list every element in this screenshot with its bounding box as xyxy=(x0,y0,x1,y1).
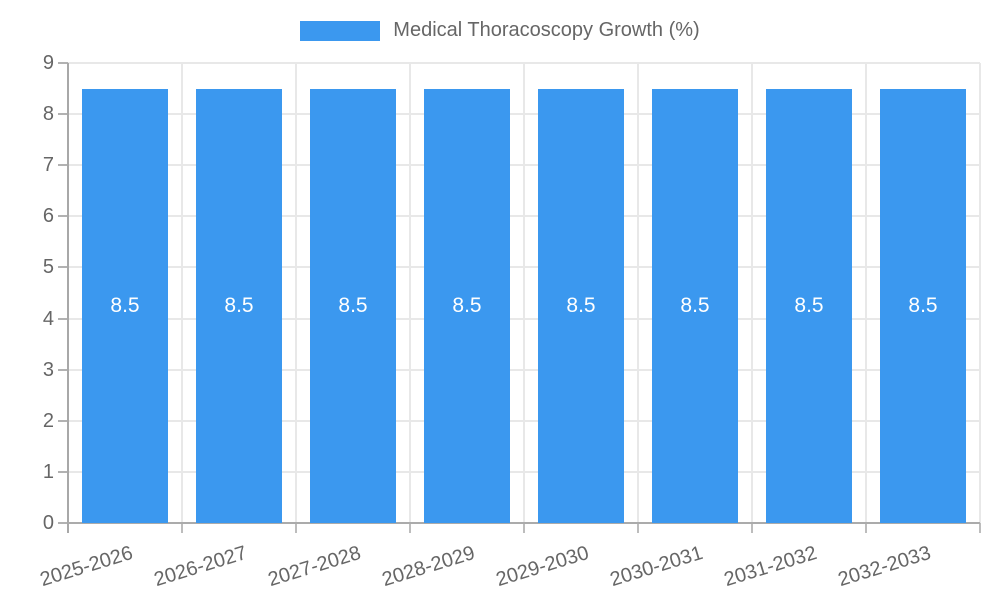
y-tick-label: 2 xyxy=(42,409,54,432)
bar[interactable]: 8.5 xyxy=(424,88,510,523)
x-tick-mark xyxy=(523,523,525,533)
x-tick-mark xyxy=(637,523,639,533)
bar-value-label: 8.5 xyxy=(794,293,824,317)
x-tick-mark xyxy=(979,523,981,533)
bar-value-label: 8.5 xyxy=(110,293,140,317)
legend-swatch[interactable] xyxy=(300,20,381,41)
y-tick-mark xyxy=(58,368,68,371)
x-tick-mark xyxy=(409,523,411,533)
y-tick-label: 5 xyxy=(42,256,54,279)
y-tick-mark xyxy=(58,164,68,167)
y-tick-label: 3 xyxy=(42,358,54,381)
y-tick-label: 7 xyxy=(42,154,54,177)
bar-value-label: 8.5 xyxy=(680,293,710,317)
bar[interactable]: 8.5 xyxy=(538,88,624,523)
x-gridline xyxy=(751,63,753,523)
y-tick-label: 0 xyxy=(42,512,54,534)
bar[interactable]: 8.5 xyxy=(766,88,852,523)
x-gridline xyxy=(295,63,297,523)
x-gridline xyxy=(637,63,639,523)
x-gridline xyxy=(409,63,411,523)
y-tick-mark xyxy=(58,62,68,64)
x-tick-mark xyxy=(751,523,753,533)
y-tick-mark xyxy=(58,266,68,269)
bar-value-label: 8.5 xyxy=(338,293,368,317)
x-gridline xyxy=(181,63,183,523)
y-tick-label: 4 xyxy=(42,307,54,330)
y-axis-line xyxy=(67,63,69,533)
legend-label: Medical Thoracoscopy Growth (%) xyxy=(393,19,700,41)
x-axis-line xyxy=(68,522,980,524)
bar-value-label: 8.5 xyxy=(908,293,938,317)
bar[interactable]: 8.5 xyxy=(196,88,282,523)
y-tick-mark xyxy=(58,470,68,473)
x-gridline xyxy=(979,63,981,523)
bar-value-label: 8.5 xyxy=(566,293,596,317)
x-tick-label-text: 2032-2033 xyxy=(835,542,934,592)
legend[interactable]: Medical Thoracoscopy Growth (%) xyxy=(0,19,1000,42)
y-tick-label: 9 xyxy=(42,52,54,74)
y-tick-mark xyxy=(58,317,68,320)
y-tick-mark xyxy=(58,419,68,422)
x-gridline xyxy=(523,63,525,523)
y-tick-mark xyxy=(58,522,68,524)
y-tick-label: 1 xyxy=(42,460,54,483)
y-tick-label: 6 xyxy=(42,205,54,228)
x-gridline xyxy=(865,63,867,523)
bar[interactable]: 8.5 xyxy=(652,88,738,523)
x-tick-mark xyxy=(295,523,297,533)
bar[interactable]: 8.5 xyxy=(880,88,966,523)
bar-value-label: 8.5 xyxy=(452,293,482,317)
x-tick-mark xyxy=(181,523,183,533)
y-tick-label: 8 xyxy=(42,103,54,126)
bar-value-label: 8.5 xyxy=(224,293,254,317)
bar[interactable]: 8.5 xyxy=(82,88,168,523)
y-tick-mark xyxy=(58,113,68,116)
y-tick-mark xyxy=(58,215,68,218)
bar[interactable]: 8.5 xyxy=(310,88,396,523)
x-tick-mark xyxy=(865,523,867,533)
